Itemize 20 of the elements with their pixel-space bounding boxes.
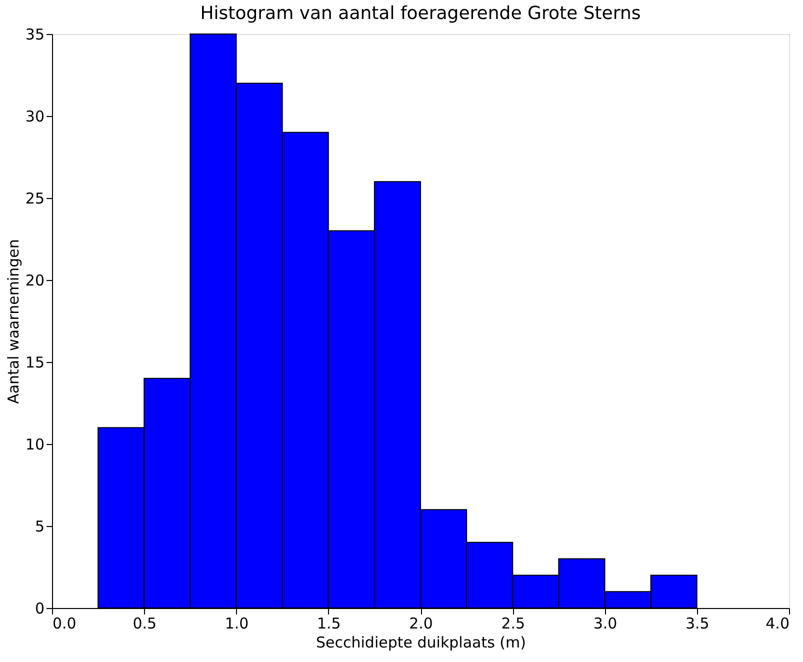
x-tick-label: 2.0	[409, 614, 433, 632]
y-tick-label: 10	[25, 436, 44, 454]
x-tick-label: 4.0	[766, 614, 790, 632]
y-tick-label: 0	[34, 600, 44, 618]
y-tick-label: 35	[25, 26, 44, 44]
y-tick-label: 15	[25, 354, 44, 372]
x-tick-label: 3.0	[593, 614, 618, 632]
x-tick-label: 0.5	[132, 614, 157, 632]
x-axis-title: Secchidiepte duikplaats (m)	[316, 634, 526, 652]
x-tick-label: 0.0	[52, 614, 76, 632]
y-tick-label: 5	[34, 518, 44, 536]
x-tick-label: 3.5	[685, 614, 710, 632]
x-tick-label: 1.0	[224, 614, 249, 632]
x-tick-label: 1.5	[316, 614, 341, 632]
x-tick-label: 2.5	[501, 614, 526, 632]
y-tick-label: 20	[25, 272, 44, 290]
y-axis-title: Aantal waarnemingen	[4, 239, 22, 404]
chart-title: Histogram van aantal foeragerende Grote Sterns	[200, 3, 641, 24]
y-tick-label: 30	[25, 108, 44, 126]
y-tick-label: 25	[25, 190, 44, 208]
